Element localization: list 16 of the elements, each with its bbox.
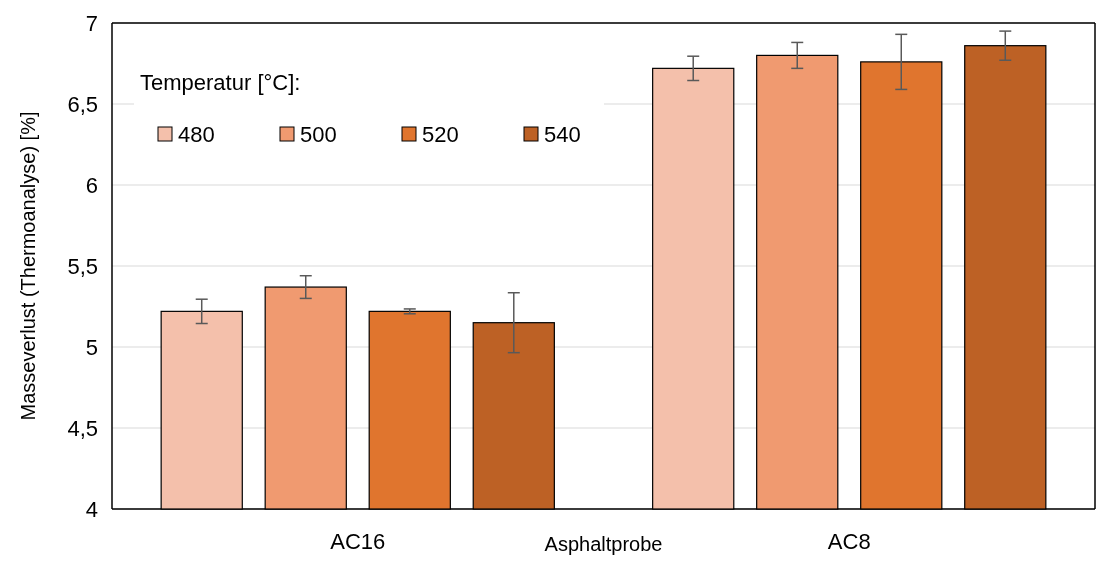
- legend-label: 480: [178, 121, 215, 147]
- x-tick-label: AC8: [827, 529, 871, 554]
- x-axis-title: Asphaltprobe: [544, 533, 663, 555]
- y-tick-label: 5: [85, 334, 98, 360]
- y-tick-label: 4: [85, 496, 98, 522]
- legend-title: Temperatur [°C]:: [140, 70, 301, 95]
- y-axis-title: Masseverlust (Thermoanalyse) [%]: [17, 111, 39, 421]
- y-tick-label: 6: [85, 172, 98, 198]
- y-tick-label: 6,5: [67, 91, 98, 117]
- legend-label: 540: [544, 121, 581, 147]
- legend-label: 520: [422, 121, 459, 147]
- x-tick-label: AC16: [330, 529, 386, 554]
- y-tick-label: 5,5: [67, 253, 98, 279]
- y-tick-label: 4,5: [67, 415, 98, 441]
- legend-label: 500: [300, 121, 337, 147]
- y-tick-label: 7: [85, 10, 98, 36]
